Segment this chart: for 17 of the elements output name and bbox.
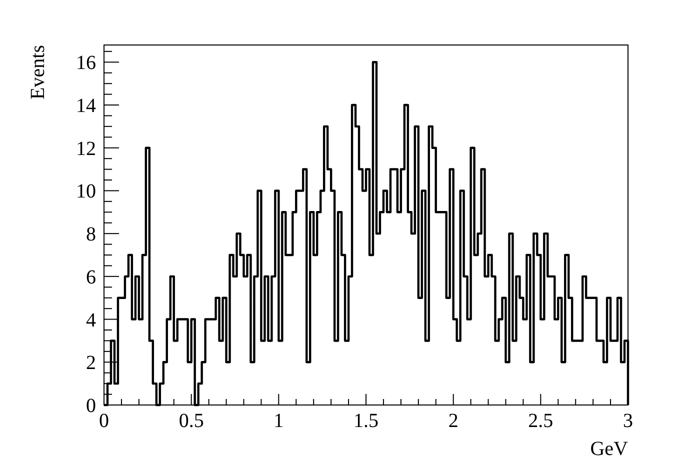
y-tick-label: 0	[86, 395, 96, 417]
x-tick-label: 2	[448, 410, 458, 432]
x-tick-label: 0.5	[178, 410, 204, 432]
y-tick-label: 16	[76, 52, 96, 74]
y-tick-label: 10	[76, 180, 96, 203]
y-tick-label: 14	[76, 95, 96, 117]
y-tick-label: 2	[86, 352, 96, 374]
x-axis-title: GeV	[590, 438, 629, 460]
x-tick-label: 1.5	[354, 410, 378, 432]
y-tick-label: 6	[86, 266, 96, 288]
y-tick-label: 8	[86, 224, 96, 246]
x-tick-label: 2.5	[528, 410, 554, 432]
x-tick-label: 3	[623, 410, 633, 432]
y-axis-title: Events	[27, 44, 49, 100]
y-tick-label: 12	[76, 138, 96, 160]
y-tick-label: 4	[86, 309, 96, 332]
x-tick-label: 1	[274, 410, 284, 432]
